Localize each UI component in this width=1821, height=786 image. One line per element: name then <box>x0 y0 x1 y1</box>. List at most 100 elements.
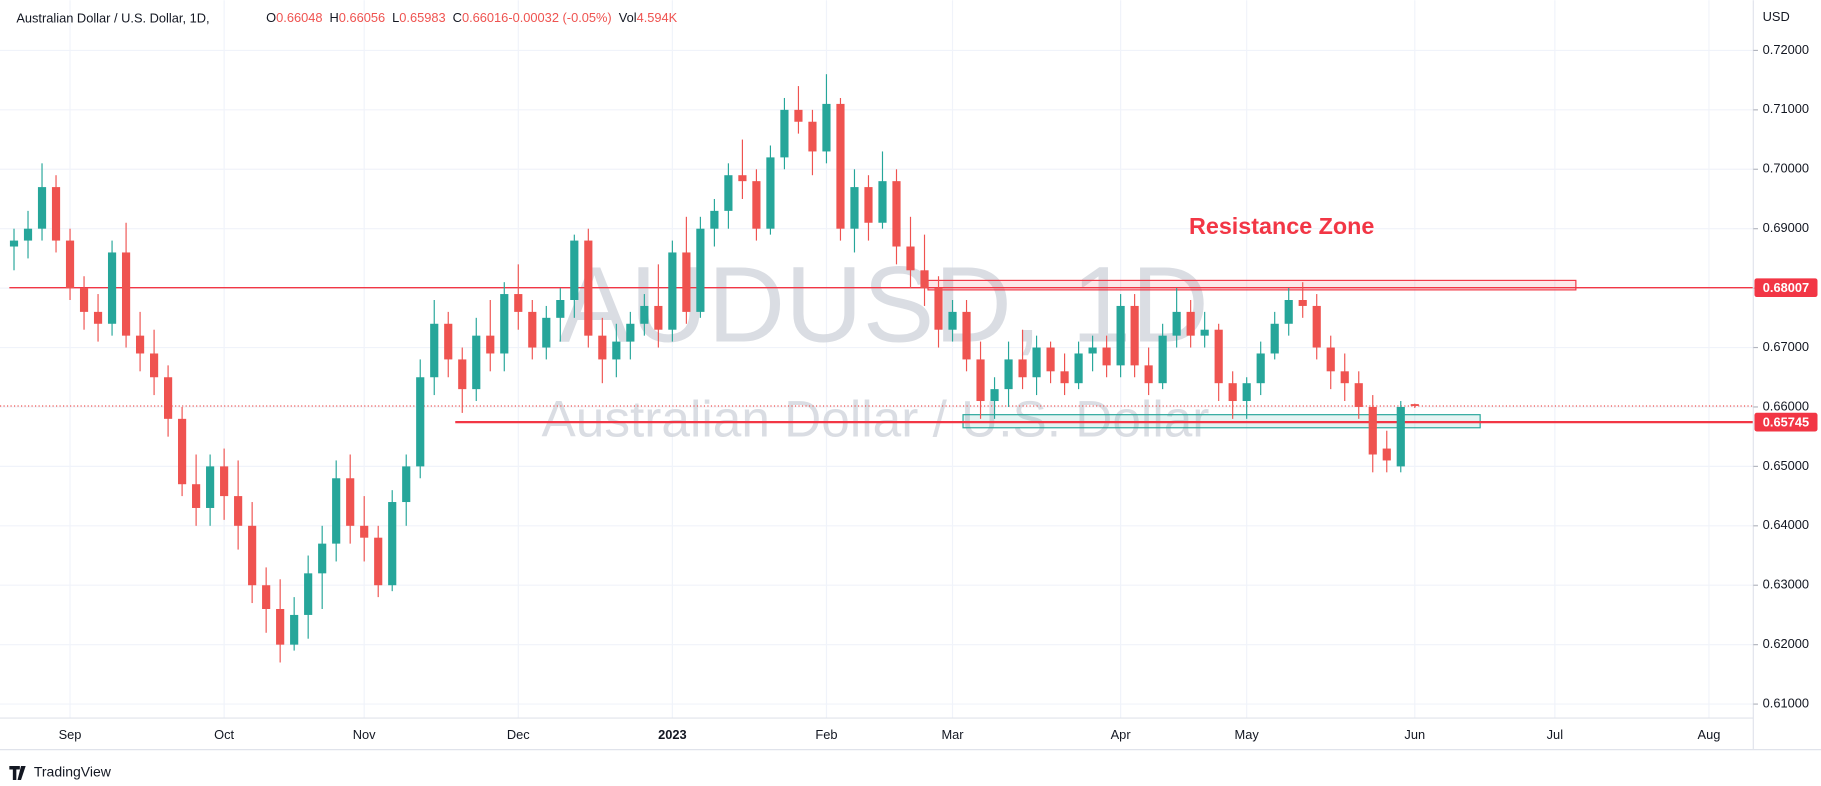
x-tick-label: Mar <box>941 727 964 742</box>
y-tick-label: 0.67000 <box>1763 339 1809 354</box>
axes: 0.61000 0.62000 0.63000 0.64000 0.65000 0.660… <box>59 42 1818 742</box>
candle-body <box>1116 305 1125 366</box>
currency-label: USD <box>1763 9 1790 24</box>
candle-body <box>65 240 75 289</box>
y-tick-label: 0.69000 <box>1763 220 1809 235</box>
candle-body <box>192 484 201 508</box>
y-tick-label: 0.66000 <box>1763 398 1809 413</box>
candle-body <box>290 614 299 645</box>
candle-body <box>1032 347 1041 378</box>
candle-body <box>206 466 215 508</box>
candle-body <box>1158 335 1167 384</box>
candle-body <box>1060 371 1069 384</box>
x-tick-label: 2023 <box>658 727 687 742</box>
header: Australian Dollar / U.S. Dollar, 1D, O0.… <box>16 10 677 25</box>
candle-body <box>976 359 985 402</box>
level-label-box <box>1754 278 1818 298</box>
candle-body <box>710 210 719 229</box>
candle-body <box>794 109 803 122</box>
candle-body <box>1340 371 1349 384</box>
candle-body <box>234 496 243 526</box>
candles <box>9 74 1419 663</box>
candle-body <box>668 252 677 330</box>
candle-body <box>304 573 313 615</box>
candle-body <box>1018 359 1027 378</box>
candle-body <box>850 187 859 229</box>
x-tick-label: Apr <box>1111 727 1132 742</box>
candle-body <box>1256 353 1265 384</box>
candle-body <box>892 181 901 247</box>
x-tick-label: Dec <box>507 727 530 742</box>
level-label-box <box>1754 412 1818 432</box>
candle-body <box>121 252 131 336</box>
candle-body <box>906 246 915 271</box>
candle-body <box>332 478 341 544</box>
candle-body <box>1074 353 1083 384</box>
candle-body <box>430 323 439 378</box>
level-label: 0.65745 <box>1763 415 1809 430</box>
candle-body <box>51 187 61 241</box>
candle-body <box>626 323 635 342</box>
candle-body <box>360 525 369 538</box>
candle-body <box>23 228 33 241</box>
candle-body <box>1368 406 1377 455</box>
candle-body <box>962 311 971 360</box>
candle-body <box>1270 323 1279 354</box>
annotation: Resistance Zone <box>1189 213 1374 239</box>
header-key: H <box>330 10 339 25</box>
candle-body <box>1130 305 1139 366</box>
watermark-description: Australian Dollar / U.S. Dollar <box>542 390 1210 447</box>
candle-body <box>696 228 705 312</box>
candle-body <box>640 305 649 324</box>
brand-logo <box>9 765 26 780</box>
header-value: -0.00032 (-0.05%) <box>508 10 611 25</box>
candle-body <box>822 103 831 152</box>
candle-body <box>262 585 271 609</box>
candle-body <box>318 543 327 574</box>
candle-body <box>1186 311 1195 336</box>
candle-body <box>766 157 775 229</box>
candle-body <box>878 181 887 223</box>
candle-body <box>556 299 565 318</box>
candle-body <box>682 252 691 312</box>
candle-body <box>346 478 355 526</box>
candle-body <box>458 359 467 390</box>
x-tick-label: Jul <box>1547 727 1563 742</box>
x-tick-label: Sep <box>59 727 82 742</box>
header-key: Vol <box>619 10 637 25</box>
header-value: 4.594K <box>637 10 678 25</box>
candle-body <box>1396 406 1405 467</box>
candle-body <box>416 377 425 467</box>
candle-body <box>612 341 621 360</box>
brand-name: TradingView <box>34 764 112 780</box>
candle-body <box>990 389 999 402</box>
candle-body <box>93 311 103 324</box>
y-tick-label: 0.62000 <box>1763 636 1809 651</box>
candle-body <box>444 323 453 360</box>
candle-body <box>500 294 509 354</box>
candle-body <box>1088 347 1097 354</box>
ohlc-header: O0.66048 H0.66056 L0.65983 C0.66016-0.00032… <box>266 10 678 25</box>
header-key: C <box>453 10 462 25</box>
y-tick-label: 0.72000 <box>1763 42 1809 57</box>
candle-body <box>1046 347 1055 372</box>
candle-body <box>584 240 593 336</box>
candle-body <box>37 187 47 229</box>
candle-body <box>1298 299 1307 306</box>
candle-body <box>248 525 257 586</box>
candle-body <box>388 502 397 586</box>
candle-body <box>1144 365 1153 384</box>
candle-body <box>1242 383 1251 402</box>
y-tick-label: 0.70000 <box>1763 161 1809 176</box>
header-value: 0.66016 <box>462 10 508 25</box>
candle-body <box>1214 329 1223 384</box>
candle-body <box>1172 311 1181 336</box>
header-key: O <box>266 10 276 25</box>
levels <box>0 286 1754 424</box>
candle-body <box>1284 299 1293 324</box>
candle-body <box>220 466 229 497</box>
candle-body <box>486 335 495 354</box>
candle-body <box>1312 305 1321 348</box>
